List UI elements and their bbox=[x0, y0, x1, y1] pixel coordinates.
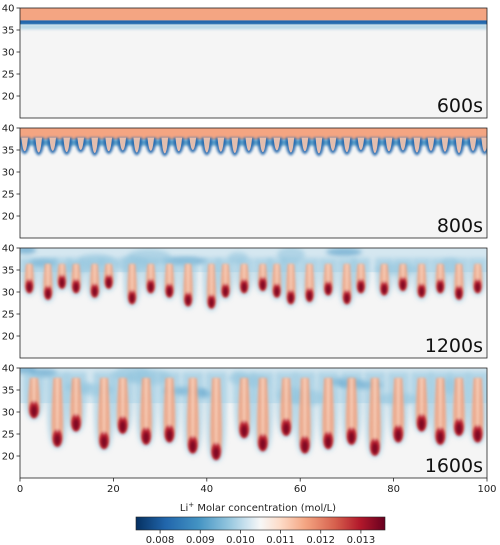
y-tick-label: 35 bbox=[2, 266, 15, 277]
x-tick-label: 100 bbox=[477, 484, 496, 495]
x-axis: 0 20 40 60 80 100 bbox=[17, 478, 497, 495]
y-tick-label: 30 bbox=[2, 48, 15, 59]
y-tick-label: 30 bbox=[2, 168, 15, 179]
y-tick-label: 30 bbox=[2, 288, 15, 299]
time-label: 800s bbox=[437, 215, 483, 237]
x-tick-label: 0 bbox=[17, 484, 23, 495]
y-tick-label: 35 bbox=[2, 26, 15, 37]
panel-frame bbox=[19, 247, 488, 359]
y-tick-label: 20 bbox=[2, 212, 15, 223]
y-tick-label: 20 bbox=[2, 332, 15, 343]
y-tick-label: 40 bbox=[2, 244, 15, 255]
time-label: 1200s bbox=[425, 335, 483, 357]
depletion-layer bbox=[20, 20, 487, 25]
colorbar-tick-label: 0.008 bbox=[146, 535, 175, 545]
y-tick-label: 35 bbox=[2, 146, 15, 157]
y-tick-label: 20 bbox=[2, 92, 15, 103]
panel-1200s: 20 25 30 35 40 1200s bbox=[2, 244, 488, 359]
y-tick-label: 35 bbox=[2, 386, 15, 397]
x-tick-label: 80 bbox=[387, 484, 400, 495]
y-tick-label: 30 bbox=[2, 408, 15, 419]
time-label: 1600s bbox=[425, 455, 483, 477]
y-tick-label: 25 bbox=[2, 190, 15, 201]
x-tick-label: 40 bbox=[200, 484, 213, 495]
y-tick-label: 40 bbox=[2, 124, 15, 135]
panel-600s: 20 25 30 35 40 600s bbox=[2, 4, 488, 119]
electrolyte-band bbox=[20, 8, 487, 21]
y-tick-label: 40 bbox=[2, 4, 15, 15]
x-tick-label: 20 bbox=[107, 484, 120, 495]
panel-800s: 20 25 30 35 40 800s bbox=[2, 124, 488, 239]
colorbar-tick-label: 0.012 bbox=[306, 535, 335, 545]
y-tick-label: 25 bbox=[2, 430, 15, 441]
colorbar-tick-label: 0.013 bbox=[347, 535, 376, 545]
panel-1600s: 20 25 30 35 40 1600s bbox=[2, 364, 488, 479]
y-tick-label: 20 bbox=[2, 452, 15, 463]
colorbar-title: Li+ Molar concentration (mol/L) bbox=[180, 501, 336, 514]
panel-frame bbox=[19, 7, 488, 119]
panel-frame bbox=[19, 127, 488, 239]
colorbar-tick-label: 0.011 bbox=[266, 535, 295, 545]
y-tick-label: 25 bbox=[2, 70, 15, 81]
electrolyte-band bbox=[20, 128, 487, 140]
panel-frame bbox=[19, 367, 488, 479]
y-tick-label: 40 bbox=[2, 364, 15, 375]
colorbar-tick-label: 0.009 bbox=[186, 535, 215, 545]
y-tick-label: 25 bbox=[2, 310, 15, 321]
colorbar-gradient bbox=[135, 516, 386, 531]
time-label: 600s bbox=[437, 95, 483, 117]
x-tick-label: 60 bbox=[294, 484, 307, 495]
colorbar-tick-label: 0.010 bbox=[226, 535, 255, 545]
colorbar: Li+ Molar concentration (mol/L) 0.008 0.0… bbox=[135, 501, 386, 545]
